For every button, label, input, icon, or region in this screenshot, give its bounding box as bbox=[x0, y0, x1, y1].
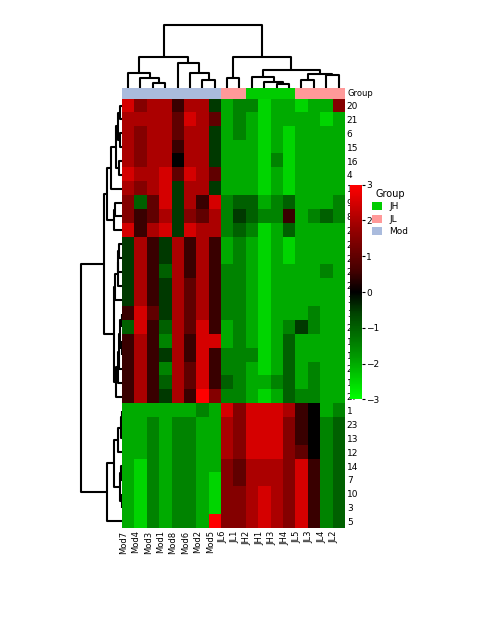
Bar bbox=[122, 88, 134, 99]
Bar bbox=[196, 88, 208, 99]
Legend: JH, JL, Mod: JH, JL, Mod bbox=[372, 189, 409, 236]
Bar bbox=[258, 88, 270, 99]
Bar bbox=[221, 88, 233, 99]
Bar bbox=[320, 88, 332, 99]
Bar bbox=[332, 88, 345, 99]
Bar bbox=[171, 88, 184, 99]
Bar bbox=[295, 88, 308, 99]
Bar bbox=[283, 88, 295, 99]
Bar bbox=[134, 88, 147, 99]
Bar bbox=[246, 88, 258, 99]
Text: Group: Group bbox=[347, 88, 373, 98]
Bar bbox=[208, 88, 221, 99]
Bar bbox=[233, 88, 246, 99]
Bar bbox=[159, 88, 171, 99]
Bar bbox=[184, 88, 196, 99]
Bar bbox=[147, 88, 159, 99]
Bar bbox=[270, 88, 283, 99]
Bar bbox=[308, 88, 320, 99]
